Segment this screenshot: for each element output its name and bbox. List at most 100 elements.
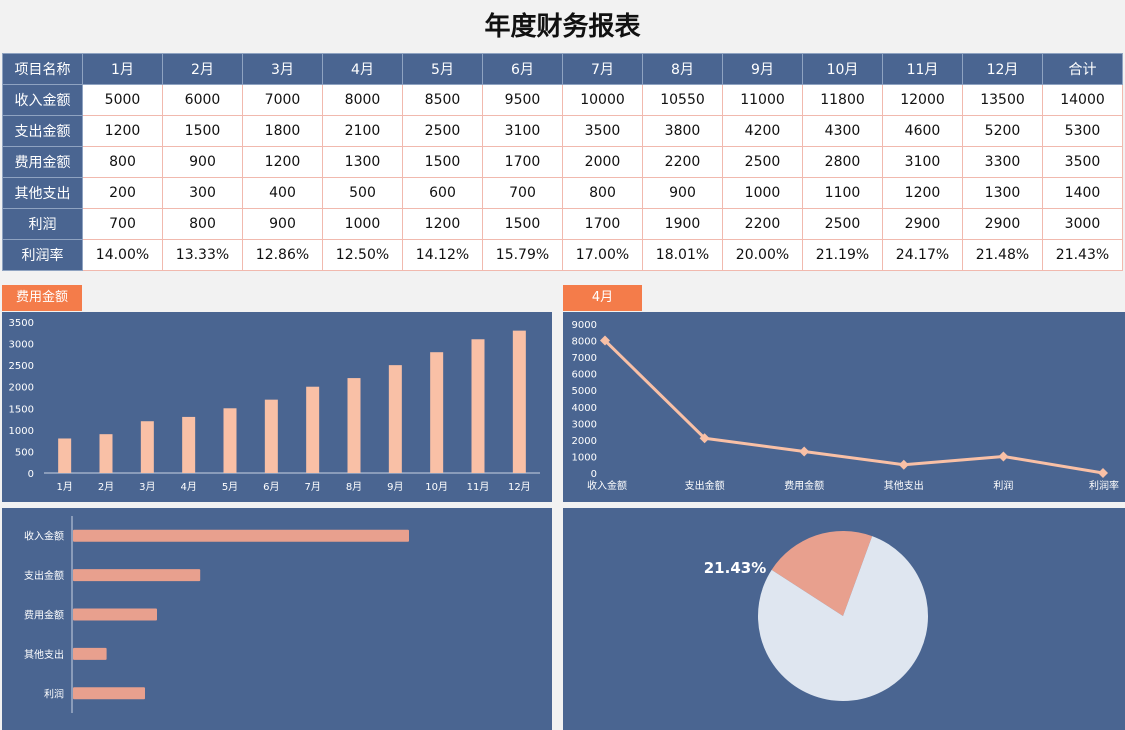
table-row: 支出金额 1200 1500 1800 2100 2500 3100 3500 3800 4200… xyxy=(2,115,1123,147)
header-cell: 8月 xyxy=(642,53,723,85)
table-row: 费用金额 800 900 1200 1300 1500 1700 2000 2200 2500 28… xyxy=(2,146,1123,178)
table-cell: 900 xyxy=(162,146,243,178)
table-cell: 2200 xyxy=(722,208,803,240)
table-cell: 1000 xyxy=(322,208,403,240)
x-tick-label: 4月 xyxy=(180,481,196,493)
bar-1月 xyxy=(58,438,72,473)
y-tick-label: 3000 xyxy=(572,419,597,430)
hbar-利润 xyxy=(73,687,145,700)
table-cell: 800 xyxy=(162,208,243,240)
table-cell: 8000 xyxy=(322,84,403,116)
table-row: 其他支出 200 300 400 500 600 700 800 900 1000 1100 1200… xyxy=(2,177,1123,209)
row-label: 利润率 xyxy=(2,239,83,271)
table-cell: 5300 xyxy=(1042,115,1123,147)
table-cell: 6000 xyxy=(162,84,243,116)
table-cell: 4300 xyxy=(802,115,883,147)
table-cell: 5200 xyxy=(962,115,1043,147)
y-tick-label: 0 xyxy=(28,469,34,480)
expense-bar-panel: 0 500 1000 1500 2000 2500 3000 3500 1月 2月 3月 4月 5月 6月… xyxy=(2,312,552,502)
pie-data-label: 21.43% xyxy=(704,559,766,577)
table-cell: 11800 xyxy=(802,84,883,116)
y-tick-label: 利润 xyxy=(44,687,64,700)
table-cell: 1200 xyxy=(82,115,163,147)
table-cell: 900 xyxy=(642,177,723,209)
table-cell: 14000 xyxy=(1042,84,1123,116)
row-label: 利润 xyxy=(2,208,83,240)
table-cell: 300 xyxy=(162,177,243,209)
table-cell: 4200 xyxy=(722,115,803,147)
table-cell: 3300 xyxy=(962,146,1043,178)
table-cell: 12.86% xyxy=(242,239,323,271)
y-tick-label: 1000 xyxy=(9,426,34,437)
table-cell: 1300 xyxy=(962,177,1043,209)
table-cell: 800 xyxy=(562,177,643,209)
table-cell: 1500 xyxy=(402,146,483,178)
table-cell: 1200 xyxy=(242,146,323,178)
y-tick-label: 7000 xyxy=(572,353,597,364)
table-cell: 2900 xyxy=(882,208,963,240)
table-cell: 12.50% xyxy=(322,239,403,271)
bar-7月 xyxy=(306,386,320,473)
table-cell: 400 xyxy=(242,177,323,209)
header-cell: 7月 xyxy=(562,53,643,85)
y-tick-label: 9000 xyxy=(572,320,597,331)
y-tick-label: 2500 xyxy=(9,361,34,372)
financial-data-table: 项目名称 1月 2月 3月 4月 5月 6月 7月 8月 9月 10月 11月 12月 合计 收入金额 50… xyxy=(2,53,1123,271)
table-cell: 21.43% xyxy=(1042,239,1123,271)
hbar-其他支出 xyxy=(73,647,107,660)
table-cell: 8500 xyxy=(402,84,483,116)
table-cell: 7000 xyxy=(242,84,323,116)
table-cell: 9500 xyxy=(482,84,563,116)
header-cell: 合计 xyxy=(1042,53,1123,85)
table-cell: 700 xyxy=(482,177,563,209)
table-cell: 2100 xyxy=(322,115,403,147)
table-cell: 4600 xyxy=(882,115,963,147)
x-tick-label: 12月 xyxy=(508,481,531,493)
table-cell: 1500 xyxy=(482,208,563,240)
table-cell: 3100 xyxy=(882,146,963,178)
table-cell: 10000 xyxy=(562,84,643,116)
table-row: 利润 700 800 900 1000 1200 1500 1700 1900 2200 2500 2… xyxy=(2,208,1123,240)
y-tick-label: 1000 xyxy=(572,452,597,463)
table-cell: 2900 xyxy=(962,208,1043,240)
x-tick-label: 10月 xyxy=(425,481,448,493)
x-tick-label: 利润率 xyxy=(1089,479,1119,492)
x-tick-label: 6月 xyxy=(263,481,279,493)
table-cell: 900 xyxy=(242,208,323,240)
point-收入金额 xyxy=(600,335,610,346)
table-cell: 10550 xyxy=(642,84,723,116)
profit-rate-pie-chart: 21.43% xyxy=(704,531,928,701)
y-tick-label: 5000 xyxy=(572,386,597,397)
y-tick-label: 0 xyxy=(591,469,597,480)
header-cell: 6月 xyxy=(482,53,563,85)
x-tick-label: 3月 xyxy=(139,481,155,493)
table-cell: 3800 xyxy=(642,115,723,147)
table-cell: 21.48% xyxy=(962,239,1043,271)
table-cell: 600 xyxy=(402,177,483,209)
table-header-row: 项目名称 1月 2月 3月 4月 5月 6月 7月 8月 9月 10月 11月 12月 合计 xyxy=(2,53,1123,85)
hbar-收入金额 xyxy=(73,529,409,542)
header-cell: 9月 xyxy=(722,53,803,85)
y-tick-label: 500 xyxy=(15,447,34,458)
table-cell: 14.12% xyxy=(402,239,483,271)
hbar-支出金额 xyxy=(73,569,201,582)
table-cell: 500 xyxy=(322,177,403,209)
y-tick-label: 3000 xyxy=(9,340,34,351)
y-tick-label: 2000 xyxy=(572,436,597,447)
bar-2月 xyxy=(99,434,113,473)
table-cell: 13500 xyxy=(962,84,1043,116)
table-cell: 13.33% xyxy=(162,239,243,271)
table-cell: 200 xyxy=(82,177,163,209)
header-cell: 1月 xyxy=(82,53,163,85)
table-cell: 1500 xyxy=(162,115,243,147)
header-cell: 11月 xyxy=(882,53,963,85)
row-label: 支出金额 xyxy=(2,115,83,147)
bar-6月 xyxy=(264,399,278,473)
header-cell: 10月 xyxy=(802,53,883,85)
table-cell: 700 xyxy=(82,208,163,240)
point-其他支出 xyxy=(898,459,909,470)
point-费用金额 xyxy=(799,446,810,457)
y-tick-label: 2000 xyxy=(9,383,34,394)
table-row: 利润率 14.00% 13.33% 12.86% 12.50% 14.12% 15.79% 1… xyxy=(2,239,1123,271)
